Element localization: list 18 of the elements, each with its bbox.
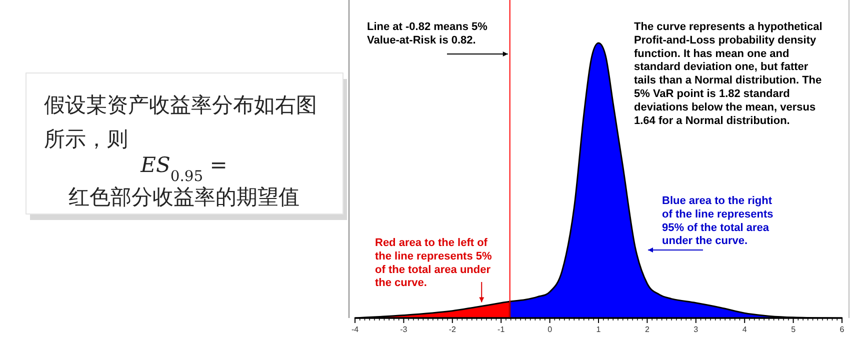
annotation: Blue area to the right of the line represents 95% of the total area under the curve. xyxy=(662,195,774,248)
annotation: The curve represents a hypothetical Profit-and-Loss probability density function. It has mean one and standard deviation one, but fatter tails than a Normal distribution. The 5% VaR point is 1.82 standard deviations below the mean, versus 1.64 for a Normal distribution. xyxy=(634,21,822,127)
annotation: Red area to the left of the line represents 5% of the total area under the curve. xyxy=(375,237,492,290)
text: ES$_{0.95}$ = xyxy=(140,153,228,184)
x-tick-label: -1 xyxy=(498,325,506,334)
annotation: Line at -0.82 means 5% Value-at-Risk is 0.82. xyxy=(367,21,488,46)
x-tick-label: 3 xyxy=(694,325,699,334)
x-tick-label: 6 xyxy=(840,325,845,334)
x-tick-label: -3 xyxy=(400,325,408,334)
x-tick-label: 1 xyxy=(596,325,602,334)
x-tick-label: 5 xyxy=(791,325,796,334)
text: 假设某资产收益率分布如右图所示，则 xyxy=(44,93,317,151)
x-tick-label: -4 xyxy=(351,325,360,334)
x-tick-label: 4 xyxy=(742,325,748,334)
x-tick-label: 2 xyxy=(644,325,650,334)
text: 红色部分收益率的期望值 xyxy=(68,185,300,209)
x-tick-label: 0 xyxy=(548,325,553,334)
x-tick-label: -2 xyxy=(448,325,456,334)
